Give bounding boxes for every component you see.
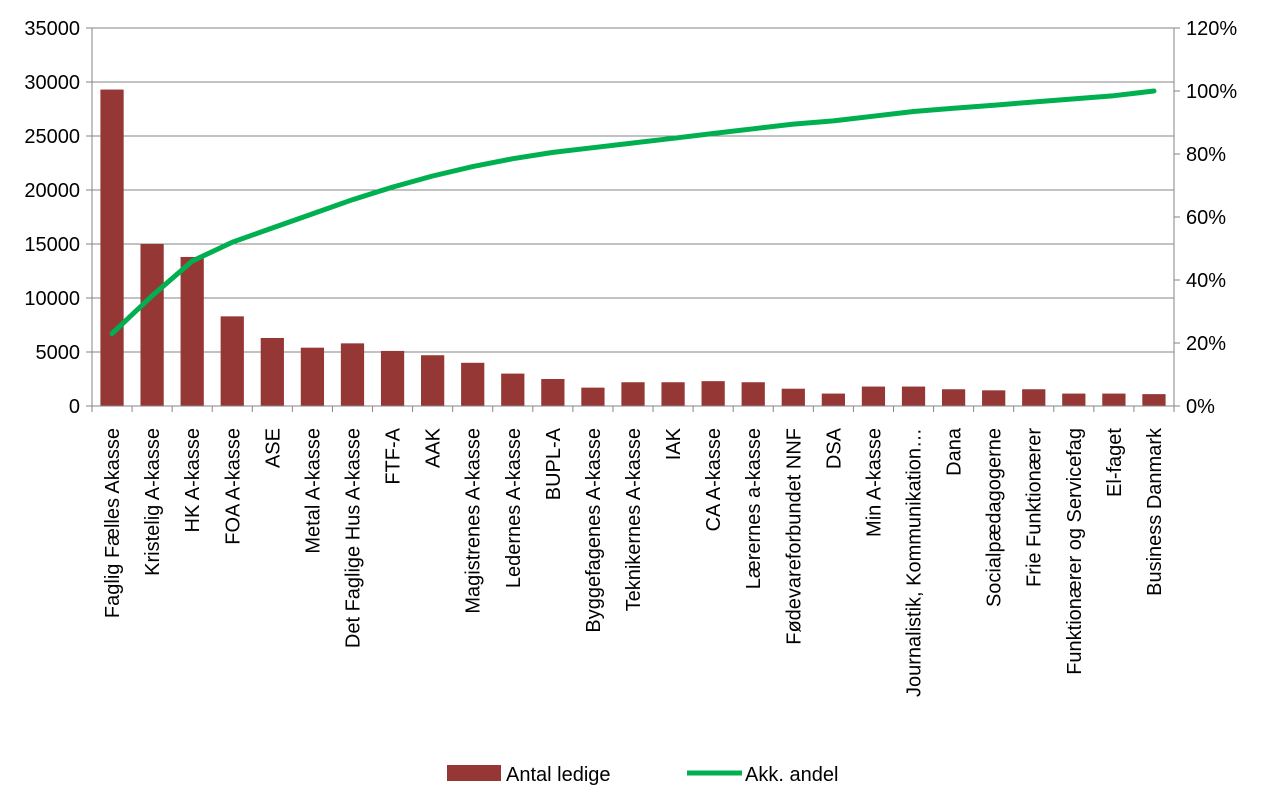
bar [781, 388, 805, 406]
category-label: AAK [423, 427, 445, 468]
category-label: Lærernes a-kasse [743, 428, 765, 589]
bar [741, 382, 765, 406]
category-label: El-faget [1104, 428, 1126, 497]
bar [982, 390, 1006, 406]
bar [100, 89, 124, 406]
legend: Antal ledige Akk. andel [447, 764, 838, 785]
category-label: Faglig Fælles Akasse [102, 428, 124, 618]
bar [661, 382, 685, 406]
category-label: Business Danmark [1144, 427, 1166, 596]
category-label: Magistrenes A-kasse [463, 428, 485, 614]
legend-line-label: Akk. andel [745, 764, 838, 785]
bar [581, 387, 605, 406]
left-axis-tick-label: 25000 [24, 126, 80, 148]
right-axis-tick-label: 0% [1186, 396, 1215, 418]
bar [220, 316, 244, 406]
legend-bar-swatch [447, 765, 501, 781]
category-label: Journalistik, Kommunikation… [904, 428, 926, 697]
bar [901, 386, 926, 406]
right-axis-tick-label: 120% [1186, 18, 1237, 40]
bar [260, 337, 284, 406]
left-axis-tick-label: 10000 [24, 288, 80, 310]
category-label: Teknikernes A-kasse [623, 428, 645, 611]
left-axis-ticks: 0 5000 10000 15000 20000 25000 30000 35000 [24, 18, 80, 418]
gridlines [92, 27, 1174, 353]
bar [461, 362, 485, 406]
bar [701, 381, 725, 406]
bar [140, 244, 164, 406]
right-axis-tick-label: 100% [1186, 81, 1237, 103]
legend-bar-label: Antal ledige [506, 764, 611, 785]
category-label: Metal A-kasse [302, 428, 324, 554]
cumulative-line [109, 88, 1157, 337]
category-labels: Faglig Fælles Akasse Kristelig A-kasse HK … [102, 427, 1166, 697]
bar [821, 393, 845, 406]
bar-series [100, 89, 1166, 406]
left-axis-tick-label: 15000 [24, 234, 80, 256]
left-axis-tick-label: 30000 [24, 72, 80, 94]
right-axis-tick-label: 40% [1186, 270, 1226, 292]
bar [621, 382, 645, 406]
category-label: FTF-A [383, 427, 405, 484]
bar [300, 347, 325, 406]
left-axis-tick-label: 20000 [24, 180, 80, 202]
category-label: Fødevareforbundet NNF [783, 428, 805, 645]
category-label: Byggefagenes A-kasse [583, 428, 605, 633]
bar [861, 386, 886, 406]
category-label: Det Faglige Hus A-kasse [343, 428, 365, 648]
category-label: HK A-kasse [182, 428, 204, 532]
axes [86, 27, 1180, 412]
bar [1062, 393, 1086, 406]
right-axis-tick-label: 20% [1186, 333, 1226, 355]
category-label: IAK [663, 427, 685, 460]
category-label: ASE [262, 428, 284, 468]
bar [421, 355, 445, 406]
category-label: Socialpædagogerne [984, 428, 1006, 607]
right-axis-tick-label: 60% [1186, 207, 1226, 229]
left-axis-tick-label: 5000 [36, 342, 81, 364]
category-label: Dana [944, 427, 966, 476]
category-label: CA A-kasse [703, 428, 725, 531]
category-label: FOA A-kasse [222, 428, 244, 545]
category-label: BUPL-A [543, 427, 565, 500]
category-label: Min A-kasse [863, 428, 885, 537]
category-label: Ledernes A-kasse [503, 428, 525, 588]
category-label: Frie Funktionærer [1024, 428, 1046, 587]
bar [501, 373, 525, 406]
bar [1102, 393, 1126, 406]
bar [180, 256, 204, 406]
bar [1022, 389, 1046, 406]
category-label: Kristelig A-kasse [142, 428, 164, 576]
line-series [109, 88, 1157, 337]
right-axis-ticks: 0% 20% 40% 60% 80% 100% 120% [1186, 18, 1237, 418]
bar [380, 350, 405, 406]
category-label: Funktionærer og Servicefag [1064, 428, 1086, 675]
bar [1142, 394, 1166, 406]
left-axis-tick-label: 0 [69, 396, 80, 418]
right-axis-tick-label: 80% [1186, 144, 1226, 166]
bar [941, 389, 966, 406]
left-axis-tick-label: 35000 [24, 18, 80, 40]
bar [340, 343, 365, 406]
category-label: DSA [823, 427, 845, 469]
bar [541, 379, 565, 406]
